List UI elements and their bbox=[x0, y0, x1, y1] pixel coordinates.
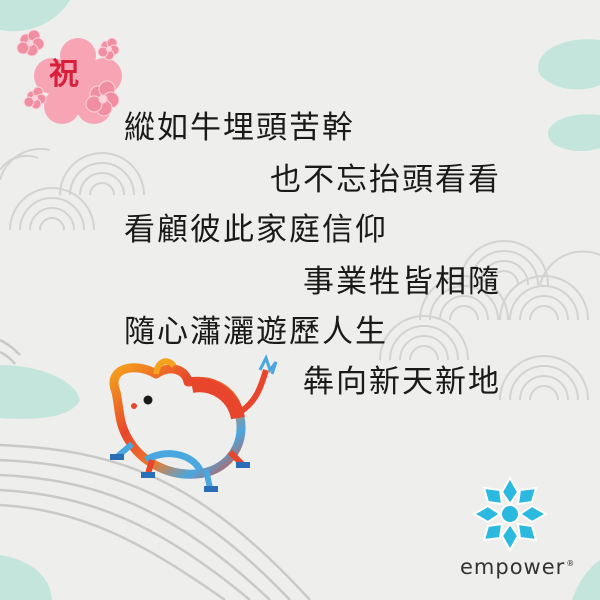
poem-line-4: 事業牲皆相隨 bbox=[303, 264, 501, 300]
blossom-small-upper-right bbox=[97, 37, 120, 61]
ox-back-stripe bbox=[190, 378, 245, 420]
empower-flower-logo bbox=[471, 475, 549, 553]
ox-tail bbox=[238, 369, 269, 415]
brand-wordmark: empower® bbox=[460, 555, 575, 579]
badge-character: 祝 bbox=[49, 57, 79, 92]
ox-tail-tuft bbox=[258, 354, 278, 375]
wave-pattern-right bbox=[379, 240, 600, 401]
ox-body bbox=[109, 363, 246, 479]
ox-illustration bbox=[109, 354, 278, 492]
ox-horn bbox=[153, 358, 177, 375]
ox-hooves bbox=[110, 454, 250, 492]
mint-cloud-top-right bbox=[538, 39, 600, 90]
poem-line-3: 看顧彼此家庭信仰 bbox=[124, 212, 388, 248]
registered-mark: ® bbox=[566, 559, 576, 568]
ox-eye bbox=[143, 395, 153, 405]
mint-cloud-top-left bbox=[0, 0, 70, 32]
mint-cloud-bottom-left bbox=[0, 555, 52, 600]
blossom-badge bbox=[16, 29, 122, 124]
ox-nostril bbox=[131, 403, 137, 409]
mint-cloud-right bbox=[547, 114, 600, 152]
blossom-small-bottom bbox=[23, 86, 47, 110]
brand-name: empower bbox=[460, 555, 566, 579]
poem-line-6: 犇向新天新地 bbox=[303, 364, 501, 400]
mint-cloud-left bbox=[0, 365, 80, 419]
mint-cloud-bottom-right bbox=[572, 560, 600, 600]
poem-line-5: 隨心瀟灑遊歷人生 bbox=[124, 314, 388, 350]
poem-line-2: 也不忘抬頭看看 bbox=[270, 162, 501, 198]
poem-line-1: 縱如牛埋頭苦幹 bbox=[124, 110, 355, 146]
blossom-small-top bbox=[16, 29, 45, 57]
ox-belly bbox=[144, 450, 204, 472]
blossom-small-right bbox=[85, 80, 120, 117]
stream-lines bbox=[0, 338, 311, 600]
wave-pattern-left bbox=[0, 147, 145, 231]
